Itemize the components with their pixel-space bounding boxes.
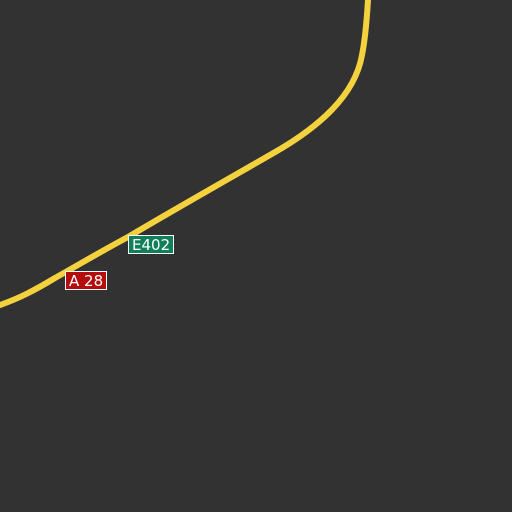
a28-route-shield[interactable]: A 28 xyxy=(65,271,107,290)
motorway-road[interactable] xyxy=(0,0,368,305)
e402-route-shield[interactable]: E402 xyxy=(128,235,174,254)
